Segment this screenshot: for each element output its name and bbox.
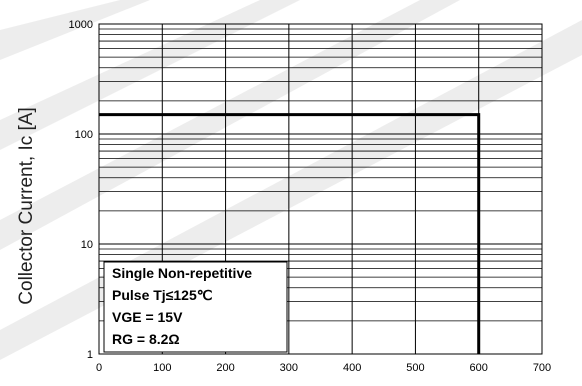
legend: Single Non-repetitive Pulse Tj≤125℃ VGE … xyxy=(103,261,288,353)
x-tick-label: 400 xyxy=(343,362,361,374)
x-tick-labels: 0 100 200 300 400 500 600 700 xyxy=(96,362,551,374)
y-tick-label: 100 xyxy=(75,129,93,141)
plot-frame xyxy=(98,23,543,355)
x-tick-label: 300 xyxy=(280,362,298,374)
series-line xyxy=(99,113,481,354)
y-tick-labels: 1 10 100 1000 xyxy=(69,19,93,361)
x-tick-label: 200 xyxy=(216,362,234,374)
y-tick-label: 1 xyxy=(87,349,93,361)
y-axis-label: Collector Current, Ic [A] xyxy=(16,107,37,304)
legend-box xyxy=(103,261,288,353)
x-tick-label: 0 xyxy=(96,362,102,374)
x-tick-label: 600 xyxy=(470,362,488,374)
x-tick-label: 700 xyxy=(533,362,551,374)
legend-line-3: VGE = 15V xyxy=(112,309,183,325)
legend-line-1: Single Non-repetitive xyxy=(112,265,252,281)
legend-line-4: RG = 8.2Ω xyxy=(112,331,180,347)
legend-line-2: Pulse Tj≤125℃ xyxy=(112,287,213,303)
y-tick-label: 10 xyxy=(81,239,93,251)
watermark-stripes xyxy=(0,0,582,360)
x-tick-label: 100 xyxy=(153,362,171,374)
y-tick-label: 1000 xyxy=(69,19,93,31)
x-tick-label: 500 xyxy=(406,362,424,374)
